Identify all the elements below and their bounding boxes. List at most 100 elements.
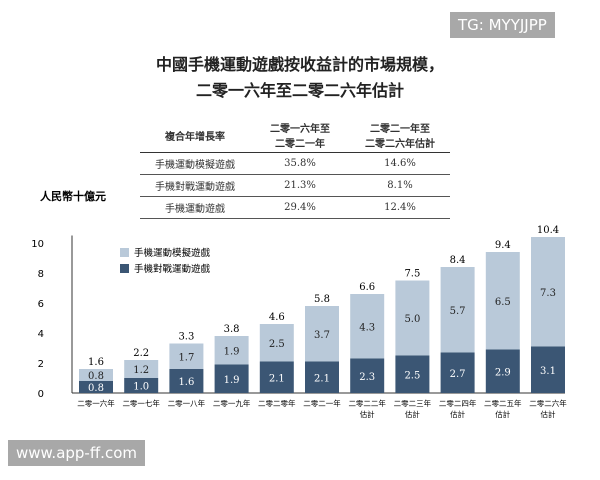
table-cell: 21.3% (250, 174, 350, 197)
y-tick-label: 0 (38, 389, 44, 400)
bar-segment (485, 349, 520, 393)
x-tick-label: 二零一七年 (122, 398, 160, 408)
data-label: 7.3 (540, 288, 556, 299)
bar-segment (259, 324, 294, 362)
total-label: 3.3 (178, 332, 194, 343)
data-label: 2.7 (450, 369, 466, 380)
data-label: 4.3 (359, 322, 375, 333)
watermark-top: TG: MYYJJPP (450, 12, 555, 38)
bar-segment (440, 352, 475, 393)
data-label: 5.0 (404, 314, 420, 325)
x-tick-label: 估計 (450, 409, 465, 419)
bar-segment (305, 361, 339, 393)
data-label: 1.0 (133, 382, 149, 393)
bar-segment (214, 336, 249, 365)
bar-segment (124, 378, 159, 393)
x-tick-label: 二零二二年 (348, 398, 386, 408)
table-cell: 14.6% (350, 152, 450, 175)
bar-segment (79, 381, 113, 393)
y-tick-label: 10 (31, 239, 44, 250)
total-label: 9.4 (495, 240, 511, 251)
x-tick-label: 估計 (541, 409, 556, 419)
title-line-1: 中國手機運動遊戲按收益計的市場規模， (155, 55, 444, 74)
total-label: 8.4 (450, 255, 466, 266)
bar-segment (531, 346, 565, 393)
bar-segment (531, 237, 565, 347)
bar-segment (169, 343, 204, 369)
total-label: 10.4 (537, 225, 559, 236)
data-label: 0.8 (88, 371, 104, 382)
data-label: 6.5 (495, 297, 511, 308)
data-label: 2.5 (404, 370, 420, 381)
bar-segment (350, 358, 385, 393)
bar-segment (485, 252, 520, 350)
legend-swatch (120, 248, 129, 257)
data-label: 2.3 (359, 372, 375, 383)
bar-segment (350, 294, 385, 359)
watermark-bottom: www.app-ff.com (8, 440, 145, 466)
table-cell: 手機運動模擬遊戲 (140, 152, 250, 175)
legend-label: 手機運動模擬遊戲 (134, 247, 211, 259)
data-label: 1.6 (178, 377, 194, 388)
data-label: 0.8 (88, 383, 104, 394)
table-cell: 手機對戰運動遊戲 (140, 174, 250, 197)
x-tick-label: 二零二六年 (529, 398, 567, 408)
bar-segment (169, 369, 204, 393)
chart-title: 中國手機運動遊戲按收益計的市場規模， 二零一六年至二零二六年估計 (0, 52, 600, 104)
bar-segment (305, 306, 339, 362)
table-cell: 12.4% (350, 196, 450, 219)
x-tick-label: 二零一八年 (168, 398, 206, 408)
y-tick-label: 4 (38, 329, 44, 340)
data-label: 1.9 (224, 375, 240, 386)
x-tick-label: 二零一六年 (77, 398, 115, 408)
title-line-2: 二零一六年至二零二六年估計 (195, 81, 404, 100)
data-label: 3.1 (540, 366, 556, 377)
x-tick-label: 二零二三年 (394, 398, 432, 408)
bar-segment (395, 355, 430, 393)
table-row: 手機對戰運動遊戲 21.3% 8.1% (140, 174, 450, 197)
total-label: 1.6 (88, 357, 104, 368)
bar-segment (79, 369, 113, 381)
bar-segment (214, 364, 249, 393)
total-label: 3.8 (224, 324, 240, 335)
total-label: 5.8 (314, 294, 330, 305)
data-label: 2.1 (314, 373, 330, 384)
table-cell: 29.4% (250, 196, 350, 219)
x-tick-label: 二零一九年 (213, 398, 251, 408)
data-label: 2.1 (269, 373, 285, 384)
data-label: 2.5 (269, 339, 285, 350)
x-tick-label: 估計 (405, 409, 420, 419)
total-label: 6.6 (359, 282, 375, 293)
legend-swatch (120, 264, 129, 273)
data-label: 1.9 (224, 346, 240, 357)
x-tick-label: 二零二四年 (439, 398, 477, 408)
y-tick-label: 2 (38, 359, 44, 370)
y-axis-label: 人民幣十億元 (40, 189, 106, 203)
table-header: 二零二一年至 二零二六年估計 (350, 118, 450, 153)
data-label: 1.7 (178, 352, 194, 363)
x-tick-label: 二零二五年 (484, 398, 522, 408)
x-tick-label: 二零二零年 (258, 398, 296, 408)
bar-segment (395, 280, 430, 356)
y-tick-label: 8 (38, 269, 44, 280)
data-label: 1.2 (133, 365, 149, 376)
x-tick-label: 估計 (360, 409, 375, 419)
table-cell: 手機運動遊戲 (140, 196, 250, 219)
total-label: 2.2 (133, 348, 149, 359)
table-cell: 8.1% (350, 174, 450, 197)
table-row: 手機運動遊戲 29.4% 12.4% (140, 196, 450, 219)
x-tick-label: 二零二一年 (303, 398, 341, 408)
total-label: 4.6 (269, 312, 285, 323)
bar-segment (259, 361, 294, 393)
total-label: 7.5 (404, 269, 420, 280)
bar-segment (440, 267, 475, 353)
data-label: 2.9 (495, 367, 511, 378)
table-header: 複合年增長率 (140, 118, 250, 153)
table-header: 二零一六年至 二零二一年 (250, 118, 350, 153)
data-label: 3.7 (314, 330, 330, 341)
y-tick-label: 6 (38, 299, 44, 310)
data-label: 5.7 (450, 306, 466, 317)
bar-segment (124, 360, 159, 378)
x-tick-label: 估計 (495, 409, 510, 419)
